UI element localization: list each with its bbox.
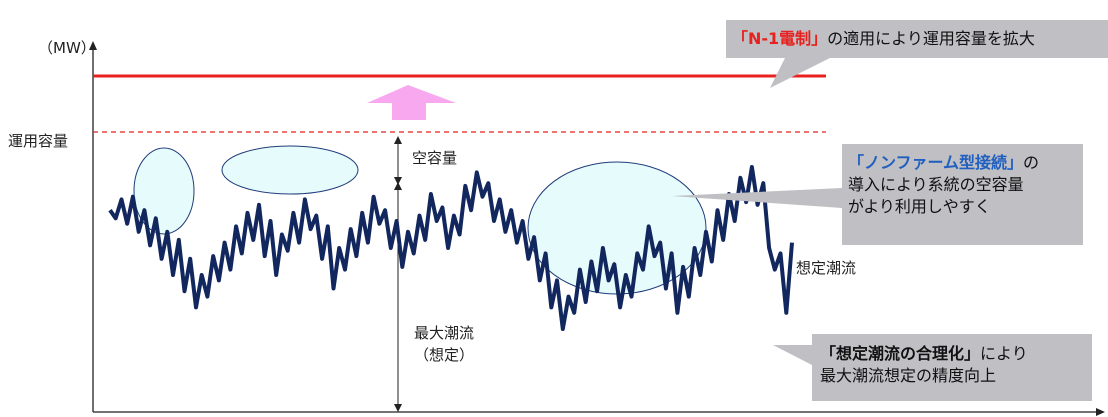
nonfirm-callout-highlight: 「ノンファーム型接続」 <box>848 153 1024 172</box>
capacity-up-arrow <box>367 85 456 120</box>
nonfirm-callout-text-3: がより利用しやすく <box>848 197 991 216</box>
rational-callout-pointer <box>773 345 812 365</box>
rational-callout-text-2: 最大潮流想定の精度向上 <box>820 366 997 385</box>
nonfirm-callout-text-2: 導入により系統の空容量 <box>848 175 1024 194</box>
y-unit-label: （MW） <box>38 39 96 57</box>
x-axis-arrow <box>1096 408 1105 416</box>
max-flow-label-2: （想定） <box>414 346 475 364</box>
n1-callout: 「N-1電制」の適用により運用容量を拡大 <box>726 20 1108 58</box>
n1-callout-pointer <box>770 58 830 88</box>
n1-callout-highlight: 「N-1電制」 <box>732 29 828 48</box>
rational-callout-highlight: 「想定潮流の合理化」 <box>820 344 981 363</box>
assumed-flow-label: 想定潮流 <box>796 259 857 277</box>
max-flow-label-1: 最大潮流 <box>414 324 475 342</box>
free-capacity-label: 空容量 <box>412 149 458 167</box>
n1-callout-text: の適用により運用容量を拡大 <box>827 29 1035 48</box>
free-capacity-ellipse-2 <box>221 145 359 195</box>
y-axis-arrow <box>89 41 97 50</box>
nonfirm-callout-text-1: の <box>1023 153 1040 172</box>
nonfirm-callout: 「ノンファーム型接続」の 導入により系統の空容量 がより利用しやすく <box>842 144 1083 245</box>
free-capacity-ellipse-1 <box>133 147 195 235</box>
rational-callout-text-1: により <box>980 344 1028 363</box>
nonfirm-callout-pointer <box>672 188 842 208</box>
assumed-flow-line <box>108 165 794 331</box>
operating-capacity-label: 運用容量 <box>8 132 69 150</box>
rational-callout: 「想定潮流の合理化」により 最大潮流想定の精度向上 <box>812 334 1092 401</box>
